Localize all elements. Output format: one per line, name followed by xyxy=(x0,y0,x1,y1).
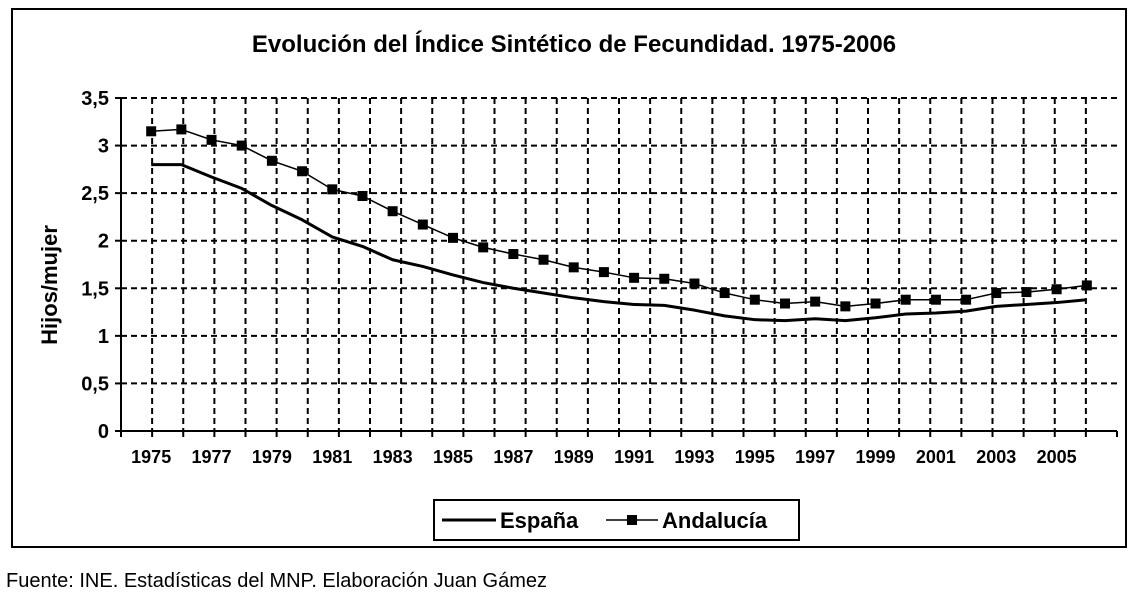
data-point-andalucia xyxy=(1081,280,1092,291)
data-point-andalucia xyxy=(176,124,187,135)
legend-label-andalucia: Andalucía xyxy=(662,508,768,533)
grid-layer xyxy=(121,97,1117,431)
chart-frame: Evolución del Índice Sintético de Fecund… xyxy=(11,8,1127,548)
data-point-andalucia xyxy=(538,254,549,265)
x-tick-label: 1997 xyxy=(795,447,835,467)
series-line-andalucia xyxy=(151,128,1087,308)
data-point-andalucia xyxy=(448,232,458,243)
source-note: Fuente: INE. Estadísticas del MNP. Elabo… xyxy=(6,570,548,592)
data-point-andalucia xyxy=(478,242,489,253)
data-point-andalucia xyxy=(236,140,247,151)
data-point-andalucia xyxy=(900,294,911,305)
data-point-andalucia xyxy=(780,298,790,309)
x-tick-label: 1995 xyxy=(735,447,775,467)
x-tick-label: 1999 xyxy=(856,447,896,467)
x-tick-label: 2005 xyxy=(1037,447,1077,467)
data-point-andalucia xyxy=(297,166,308,177)
y-tick-label: 2 xyxy=(98,231,109,253)
data-point-andalucia xyxy=(659,273,670,284)
data-point-andalucia xyxy=(961,294,972,305)
data-point-andalucia xyxy=(840,301,851,312)
data-point-andalucia xyxy=(598,267,609,278)
y-tick-label: 0,5 xyxy=(81,373,109,395)
legend: España Andalucía xyxy=(433,499,800,541)
data-point-andalucia xyxy=(1021,287,1032,298)
x-tick-label: 1993 xyxy=(674,447,714,467)
x-tick-label: 2003 xyxy=(976,447,1016,467)
chart-title: Evolución del Índice Sintético de Fecund… xyxy=(252,30,896,58)
data-point-andalucia xyxy=(629,272,640,283)
data-point-andalucia xyxy=(146,126,157,137)
legend-marker-andalucia xyxy=(627,515,637,525)
x-tick-label: 1983 xyxy=(373,447,413,467)
data-point-andalucia xyxy=(810,296,821,307)
data-point-andalucia xyxy=(1051,284,1062,295)
x-tick-label: 1987 xyxy=(493,447,533,467)
x-tick-label: 1991 xyxy=(614,447,654,467)
series-layer xyxy=(146,124,1092,323)
data-point-andalucia xyxy=(387,206,398,217)
data-point-andalucia xyxy=(508,249,519,260)
series-line-espana xyxy=(151,163,1087,323)
axes-layer: 0 0,5 1 1,5 2 2,5 3 3,5 1975 1977 1979 1981 1983 1985… xyxy=(81,88,1118,467)
y-tick-label: 3,5 xyxy=(81,88,109,110)
x-tick-label: 1975 xyxy=(131,447,171,467)
data-point-andalucia xyxy=(206,134,217,145)
y-tick-label: 2,5 xyxy=(81,183,109,205)
x-tick-label: 1989 xyxy=(554,447,594,467)
chart-svg: Evolución del Índice Sintético de Fecund… xyxy=(37,30,1118,541)
legend-label-espana: España xyxy=(500,508,579,533)
data-point-andalucia xyxy=(749,294,760,305)
data-point-andalucia xyxy=(930,294,941,305)
x-tick-label: 2001 xyxy=(916,447,956,467)
y-tick-label: 0 xyxy=(98,421,109,443)
data-point-andalucia xyxy=(568,262,579,273)
data-point-andalucia xyxy=(689,278,700,289)
data-point-andalucia xyxy=(870,298,881,309)
data-point-andalucia xyxy=(417,219,428,230)
y-axis-label: Hijos/mujer xyxy=(37,225,62,345)
x-tick-label: 1977 xyxy=(192,447,232,467)
data-point-andalucia xyxy=(719,288,730,299)
data-point-andalucia xyxy=(991,288,1002,299)
x-tick-label: 1979 xyxy=(252,447,292,467)
x-tick-label: 1985 xyxy=(433,447,473,467)
data-point-andalucia xyxy=(357,190,368,201)
data-point-andalucia xyxy=(327,184,338,195)
y-tick-label: 1 xyxy=(98,326,109,348)
x-tick-label: 1981 xyxy=(312,447,352,467)
data-point-andalucia xyxy=(266,155,277,166)
y-tick-label: 1,5 xyxy=(81,278,109,300)
y-tick-label: 3 xyxy=(98,136,109,158)
